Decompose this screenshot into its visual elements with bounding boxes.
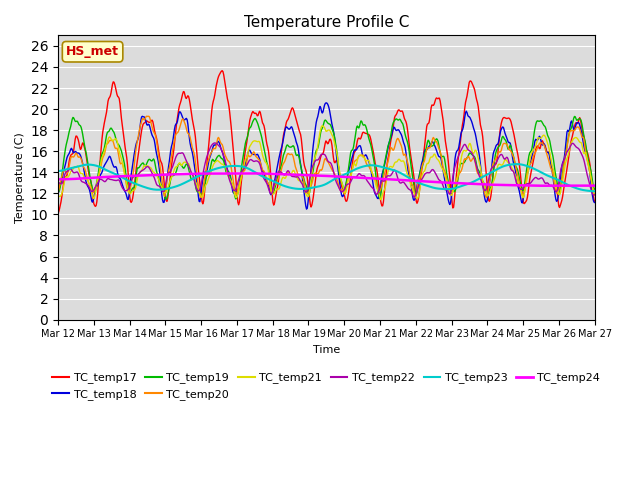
TC_temp22 <box>173 152 181 157</box>
TC_temp21 <box>318 123 326 129</box>
TC_temp19 <box>591 186 598 192</box>
TC_temp23 <box>202 170 210 176</box>
TC_temp20 <box>591 192 598 197</box>
TC_temp18 <box>303 206 310 212</box>
TC_temp17 <box>54 210 62 216</box>
TC_temp23 <box>54 168 62 174</box>
TC_temp17 <box>218 68 226 73</box>
TC_temp20 <box>392 139 400 144</box>
TC_temp17 <box>173 115 181 120</box>
TC_temp24 <box>591 183 598 189</box>
TC_temp22 <box>410 194 418 200</box>
TC_temp19 <box>392 116 400 122</box>
TC_temp20 <box>119 162 127 168</box>
TC_temp17 <box>119 127 127 133</box>
X-axis label: Time: Time <box>313 345 340 355</box>
TC_temp19 <box>162 196 170 202</box>
TC_temp17 <box>591 199 598 205</box>
TC_temp20 <box>203 165 211 170</box>
Line: TC_temp19: TC_temp19 <box>58 117 595 199</box>
TC_temp19 <box>203 174 211 180</box>
TC_temp23 <box>64 166 72 172</box>
TC_temp23 <box>591 188 598 194</box>
TC_temp19 <box>54 189 62 195</box>
TC_temp22 <box>211 140 219 146</box>
TC_temp24 <box>246 170 253 176</box>
TC_temp21 <box>54 193 62 199</box>
Line: TC_temp24: TC_temp24 <box>58 173 595 186</box>
Legend: TC_temp17, TC_temp18, TC_temp19, TC_temp20, TC_temp21, TC_temp22, TC_temp23, TC_: TC_temp17, TC_temp18, TC_temp19, TC_temp… <box>48 368 605 404</box>
TC_temp18 <box>64 153 72 159</box>
TC_temp19 <box>571 114 579 120</box>
TC_temp21 <box>64 174 72 180</box>
TC_temp18 <box>393 128 401 133</box>
TC_temp24 <box>408 178 415 184</box>
TC_temp24 <box>119 173 127 179</box>
TC_temp22 <box>54 180 62 186</box>
TC_temp23 <box>392 168 399 174</box>
TC_temp18 <box>119 183 127 189</box>
TC_temp18 <box>173 119 181 124</box>
TC_temp20 <box>143 113 150 119</box>
TC_temp23 <box>173 183 181 189</box>
TC_temp17 <box>202 173 210 179</box>
TC_temp20 <box>174 129 182 135</box>
TC_temp20 <box>64 170 72 176</box>
TC_temp22 <box>119 186 127 192</box>
TC_temp18 <box>202 168 210 174</box>
TC_temp21 <box>202 182 210 188</box>
TC_temp19 <box>408 168 415 174</box>
TC_temp24 <box>541 183 548 189</box>
TC_temp21 <box>119 162 127 168</box>
TC_temp21 <box>409 186 417 192</box>
TC_temp19 <box>64 136 72 142</box>
TC_temp18 <box>54 192 62 198</box>
Line: TC_temp17: TC_temp17 <box>58 71 595 213</box>
TC_temp17 <box>64 168 72 174</box>
TC_temp20 <box>483 194 490 200</box>
TC_temp24 <box>54 177 62 182</box>
TC_temp21 <box>591 192 598 198</box>
TC_temp22 <box>64 168 72 174</box>
Line: TC_temp23: TC_temp23 <box>58 164 595 191</box>
TC_temp21 <box>173 163 181 169</box>
TC_temp17 <box>392 112 400 118</box>
TC_temp23 <box>407 176 415 182</box>
Y-axis label: Temperature (C): Temperature (C) <box>15 132 25 223</box>
Text: HS_met: HS_met <box>66 45 119 58</box>
TC_temp22 <box>392 170 400 176</box>
TC_temp22 <box>408 190 415 195</box>
Line: TC_temp22: TC_temp22 <box>58 143 595 197</box>
Line: TC_temp18: TC_temp18 <box>58 103 595 209</box>
TC_temp24 <box>64 176 72 182</box>
Line: TC_temp20: TC_temp20 <box>58 116 595 197</box>
TC_temp19 <box>119 154 127 160</box>
TC_temp21 <box>393 159 401 165</box>
TC_temp18 <box>409 192 417 198</box>
TC_temp23 <box>119 175 127 180</box>
TC_temp20 <box>54 189 62 195</box>
TC_temp24 <box>202 171 210 177</box>
TC_temp22 <box>591 192 598 198</box>
TC_temp20 <box>408 181 415 187</box>
TC_temp24 <box>392 177 400 182</box>
TC_temp18 <box>322 100 330 106</box>
TC_temp18 <box>591 200 598 205</box>
TC_temp24 <box>173 171 181 177</box>
TC_temp19 <box>174 162 182 168</box>
Title: Temperature Profile C: Temperature Profile C <box>244 15 409 30</box>
TC_temp23 <box>513 161 520 167</box>
TC_temp22 <box>202 157 210 163</box>
TC_temp17 <box>408 160 415 166</box>
TC_temp21 <box>378 197 385 203</box>
Line: TC_temp21: TC_temp21 <box>58 126 595 200</box>
